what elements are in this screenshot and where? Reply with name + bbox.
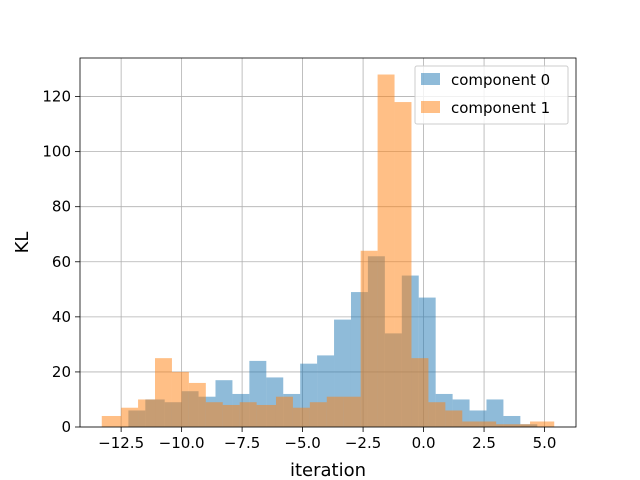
histogram-bar-component-1: [428, 402, 446, 427]
histogram-bar-component-1: [101, 415, 122, 427]
plot-frame: [79, 57, 577, 428]
histogram-bar-component-1: [377, 74, 395, 427]
y-axis-label: KL: [12, 232, 33, 254]
histogram-bars: [101, 74, 555, 428]
x-tick-label: −12.5: [98, 434, 144, 452]
y-tick-label: 0: [61, 418, 71, 436]
legend-label-component-1: component 1: [451, 99, 550, 117]
y-tick-label: 120: [42, 88, 71, 106]
y-tick-label: 80: [52, 198, 71, 216]
histogram-bar-component-1: [546, 421, 555, 427]
histogram-bar-component-1: [205, 402, 223, 427]
legend-box: [414, 65, 569, 125]
histogram-bar-component-1: [155, 358, 172, 427]
x-tick-label: −2.5: [345, 434, 381, 452]
legend-swatch-component-0: [421, 73, 440, 85]
histogram-bar-component-1: [121, 407, 139, 427]
histogram-bar-component-1: [309, 402, 327, 427]
histogram-bar-component-0: [486, 399, 504, 427]
legend: component 0 component 1: [414, 65, 569, 125]
histogram-bar-component-1: [239, 402, 257, 427]
y-axis-ticks: 0 20 40 60 80 100 120: [42, 88, 80, 436]
histogram-bar-component-1: [326, 396, 344, 427]
y-tick-label: 60: [52, 253, 71, 271]
histogram-bar-component-1: [171, 371, 189, 427]
histogram-bar-component-1: [138, 399, 156, 427]
histogram-bar-component-1: [445, 410, 463, 427]
y-tick-label: 40: [52, 308, 71, 326]
x-tick-label: −7.5: [224, 434, 260, 452]
legend-label-component-0: component 0: [451, 71, 550, 89]
histogram-bar-component-1: [188, 382, 206, 427]
histogram-bar-component-1: [292, 407, 310, 427]
x-tick-label: −5.0: [284, 434, 320, 452]
histogram-bar-component-1: [343, 396, 361, 427]
histogram-bar-component-1: [513, 424, 531, 427]
histogram-bar-component-1: [462, 421, 480, 427]
histogram-bar-component-1: [394, 102, 412, 428]
legend-swatch-component-1: [421, 101, 440, 113]
histogram-bar-component-1: [479, 421, 497, 427]
histogram-bar-component-0: [503, 415, 521, 427]
x-tick-label: 5.0: [533, 434, 557, 452]
histogram-bar-component-1: [530, 421, 547, 427]
histogram-bar-component-1: [256, 404, 276, 427]
histogram-bar-component-1: [411, 358, 429, 427]
y-tick-label: 20: [52, 363, 71, 381]
histogram-bar-component-1: [360, 250, 378, 427]
x-tick-label: −10.0: [159, 434, 205, 452]
histogram-bar-component-1: [222, 404, 240, 427]
histogram-bar-component-1: [496, 424, 514, 427]
x-axis-label: iteration: [290, 460, 366, 480]
x-axis-ticks: −12.5 −10.0 −7.5 −5.0 −2.5 0.0 2.5 5.0: [98, 427, 556, 452]
histogram-bar-component-1: [275, 396, 293, 427]
x-tick-label: 0.0: [412, 434, 436, 452]
x-tick-label: 2.5: [472, 434, 496, 452]
y-tick-label: 100: [42, 143, 71, 161]
